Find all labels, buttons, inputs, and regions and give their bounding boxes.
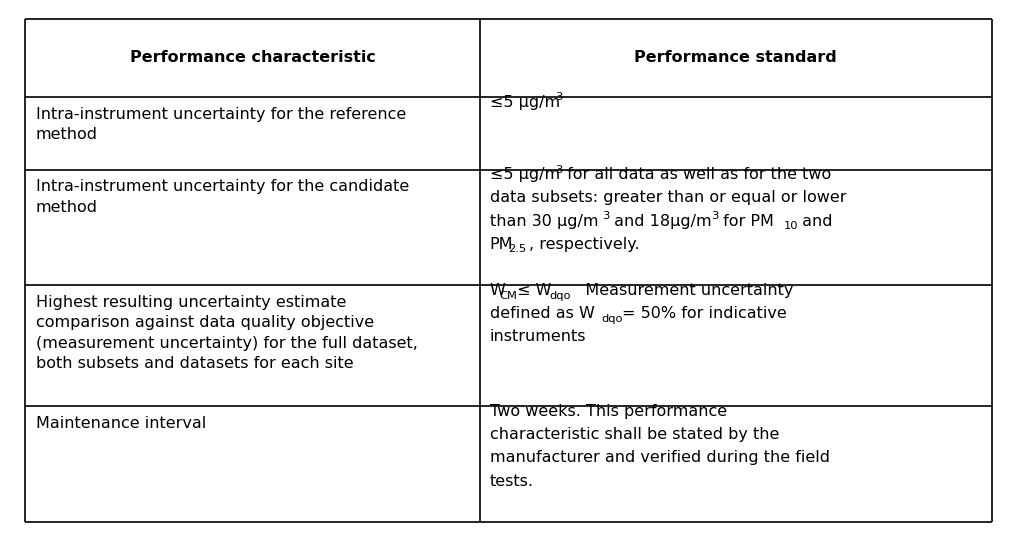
Text: 10: 10 [783,221,798,231]
Text: PM: PM [490,237,514,252]
Text: ≤5 μg/m: ≤5 μg/m [490,167,559,182]
Text: = 50% for indicative: = 50% for indicative [622,306,787,321]
Text: Maintenance interval: Maintenance interval [36,416,205,431]
Text: Highest resulting uncertainty estimate
comparison against data quality objective: Highest resulting uncertainty estimate c… [36,295,417,371]
Text: data subsets: greater than or equal or lower: data subsets: greater than or equal or l… [490,190,846,206]
Text: and: and [797,214,832,229]
Text: 3: 3 [555,164,562,175]
Text: , respectively.: , respectively. [529,237,639,252]
Text: dqo: dqo [550,291,572,301]
Text: ≤ W: ≤ W [513,283,552,298]
Text: Intra-instrument uncertainty for the candidate
method: Intra-instrument uncertainty for the can… [36,179,409,215]
Text: Two weeks. This performance: Two weeks. This performance [490,404,727,419]
Text: 3: 3 [602,211,609,221]
Text: characteristic shall be stated by the: characteristic shall be stated by the [490,427,779,442]
Text: 3: 3 [711,211,719,221]
Text: CM: CM [499,291,517,301]
Text: and 18μg/m: and 18μg/m [608,214,711,229]
Text: instruments: instruments [490,329,586,344]
Text: dqo: dqo [602,314,623,324]
Text: 2.5: 2.5 [508,245,527,254]
Text: manufacturer and verified during the field: manufacturer and verified during the fie… [490,451,830,465]
Text: Intra-instrument uncertainty for the reference
method: Intra-instrument uncertainty for the ref… [36,107,406,142]
Text: for PM: for PM [718,214,774,229]
Text: Performance characteristic: Performance characteristic [129,50,375,65]
Text: ≤5 μg/m: ≤5 μg/m [490,95,559,110]
Text: 3: 3 [555,92,562,102]
Text: tests.: tests. [490,473,534,489]
Text: for all data as well as for the two: for all data as well as for the two [561,167,831,182]
Text: Performance standard: Performance standard [635,50,837,65]
Text: than 30 μg/m: than 30 μg/m [490,214,598,229]
Text: W: W [490,283,505,298]
Text: defined as W: defined as W [490,306,595,321]
Text: Measurement uncertainty: Measurement uncertainty [571,283,793,298]
